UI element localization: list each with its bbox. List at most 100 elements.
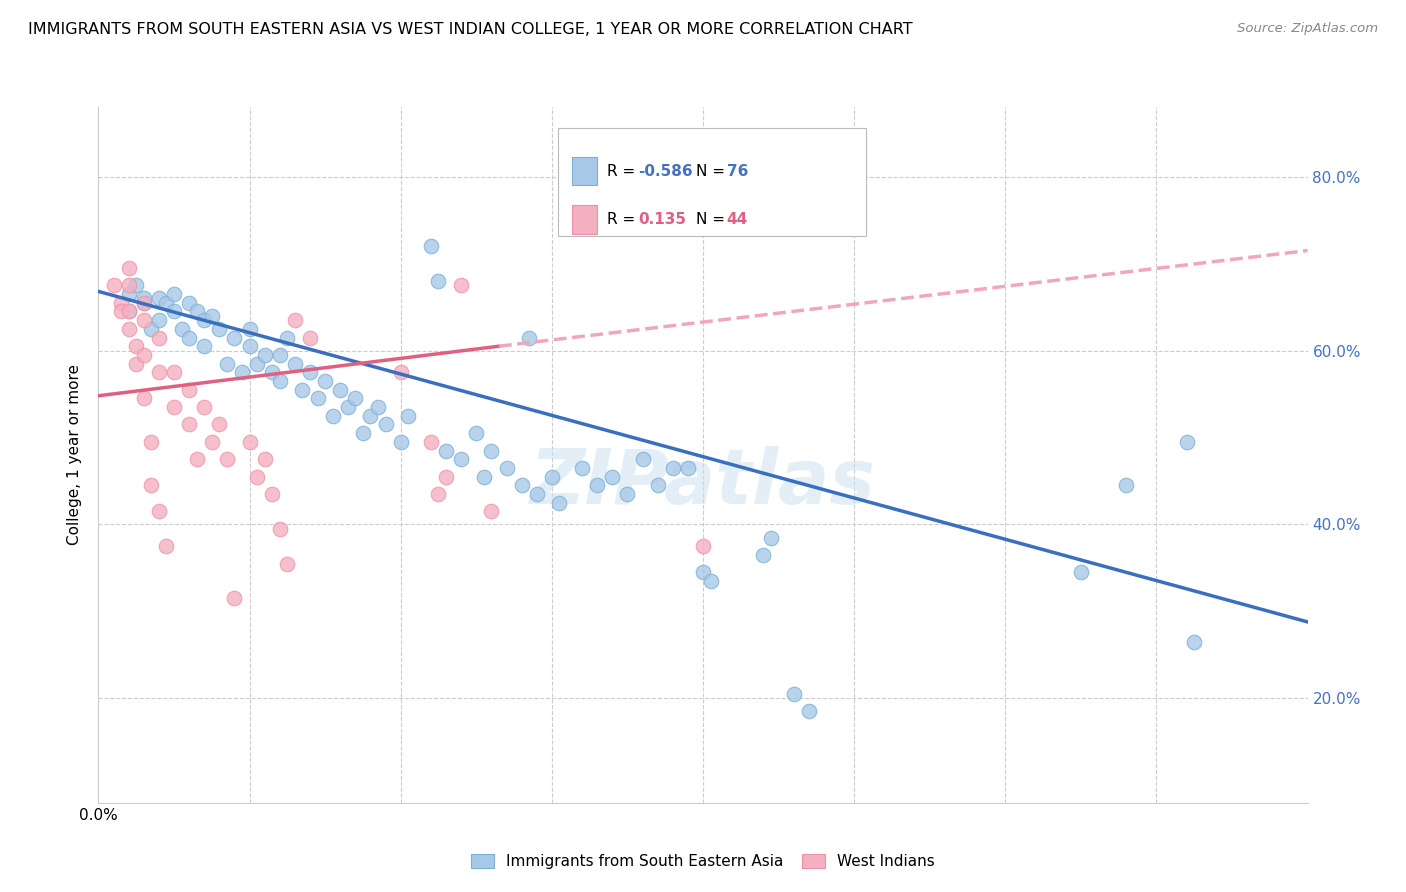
Point bbox=[1182, 635, 1205, 649]
Point bbox=[481, 443, 503, 458]
Text: 76: 76 bbox=[727, 163, 748, 178]
Point bbox=[495, 461, 517, 475]
Text: Source: ZipAtlas.com: Source: ZipAtlas.com bbox=[1237, 22, 1378, 36]
Point bbox=[239, 322, 262, 336]
Point bbox=[344, 392, 367, 406]
Point bbox=[586, 478, 609, 492]
Point bbox=[110, 295, 132, 310]
Point bbox=[132, 291, 155, 305]
Point bbox=[631, 452, 654, 467]
Point bbox=[125, 357, 148, 371]
Point bbox=[1115, 478, 1137, 492]
Point bbox=[118, 304, 141, 318]
Point bbox=[307, 392, 329, 406]
Point bbox=[676, 461, 699, 475]
Point bbox=[427, 487, 450, 501]
Point bbox=[571, 461, 593, 475]
Point bbox=[481, 504, 503, 518]
Point bbox=[155, 295, 177, 310]
Point bbox=[269, 522, 291, 536]
Point bbox=[125, 278, 148, 293]
Point bbox=[239, 339, 262, 353]
Point bbox=[314, 374, 336, 388]
Point bbox=[132, 392, 155, 406]
Point bbox=[692, 566, 714, 580]
Point bbox=[602, 469, 624, 483]
Point bbox=[420, 239, 443, 253]
Point bbox=[647, 478, 669, 492]
Y-axis label: College, 1 year or more: College, 1 year or more bbox=[67, 365, 83, 545]
Point bbox=[118, 287, 141, 301]
Point bbox=[434, 469, 457, 483]
Point bbox=[253, 348, 276, 362]
Text: R =: R = bbox=[607, 163, 640, 178]
Legend: Immigrants from South Eastern Asia, West Indians: Immigrants from South Eastern Asia, West… bbox=[465, 847, 941, 875]
Point bbox=[179, 330, 201, 344]
Point bbox=[239, 434, 262, 449]
Point bbox=[148, 365, 170, 379]
Point bbox=[179, 417, 201, 432]
Point bbox=[396, 409, 419, 423]
Point bbox=[246, 357, 269, 371]
Point bbox=[148, 504, 170, 518]
Point bbox=[299, 330, 322, 344]
Point bbox=[231, 365, 253, 379]
Point bbox=[208, 322, 231, 336]
Point bbox=[540, 469, 562, 483]
Point bbox=[215, 357, 238, 371]
Point bbox=[141, 478, 163, 492]
Point bbox=[427, 274, 450, 288]
Point bbox=[269, 374, 291, 388]
Point bbox=[299, 365, 322, 379]
Point bbox=[163, 287, 186, 301]
Point bbox=[472, 469, 495, 483]
Point bbox=[692, 539, 714, 553]
Point bbox=[148, 291, 170, 305]
Point bbox=[118, 260, 141, 275]
Point bbox=[329, 383, 352, 397]
Point bbox=[389, 434, 412, 449]
Point bbox=[132, 295, 155, 310]
Point bbox=[110, 304, 132, 318]
Point bbox=[367, 400, 389, 414]
Point bbox=[517, 330, 540, 344]
Point bbox=[284, 313, 307, 327]
Point bbox=[193, 400, 215, 414]
Point bbox=[163, 304, 186, 318]
Point bbox=[420, 434, 443, 449]
Text: 0.135: 0.135 bbox=[638, 212, 686, 227]
Point bbox=[179, 383, 201, 397]
Point bbox=[141, 434, 163, 449]
Point bbox=[662, 461, 685, 475]
Point bbox=[201, 434, 224, 449]
Point bbox=[148, 330, 170, 344]
Point bbox=[276, 557, 298, 571]
Point bbox=[262, 487, 284, 501]
Point bbox=[118, 278, 141, 293]
Point bbox=[186, 452, 208, 467]
Point bbox=[548, 496, 571, 510]
Point bbox=[276, 330, 298, 344]
Text: N =: N = bbox=[696, 212, 730, 227]
Point bbox=[450, 278, 472, 293]
Point bbox=[215, 452, 238, 467]
Point bbox=[179, 295, 201, 310]
Point bbox=[450, 452, 472, 467]
Point bbox=[797, 705, 820, 719]
Point bbox=[269, 348, 291, 362]
Point bbox=[193, 313, 215, 327]
Point bbox=[125, 339, 148, 353]
Point bbox=[434, 443, 457, 458]
Point bbox=[389, 365, 412, 379]
Text: -0.586: -0.586 bbox=[638, 163, 693, 178]
Point bbox=[170, 322, 193, 336]
Point bbox=[526, 487, 548, 501]
Point bbox=[291, 383, 314, 397]
Point bbox=[201, 309, 224, 323]
Point bbox=[118, 304, 141, 318]
Point bbox=[246, 469, 269, 483]
Point bbox=[352, 426, 374, 441]
Point bbox=[616, 487, 638, 501]
Point bbox=[1070, 566, 1092, 580]
Point bbox=[510, 478, 533, 492]
